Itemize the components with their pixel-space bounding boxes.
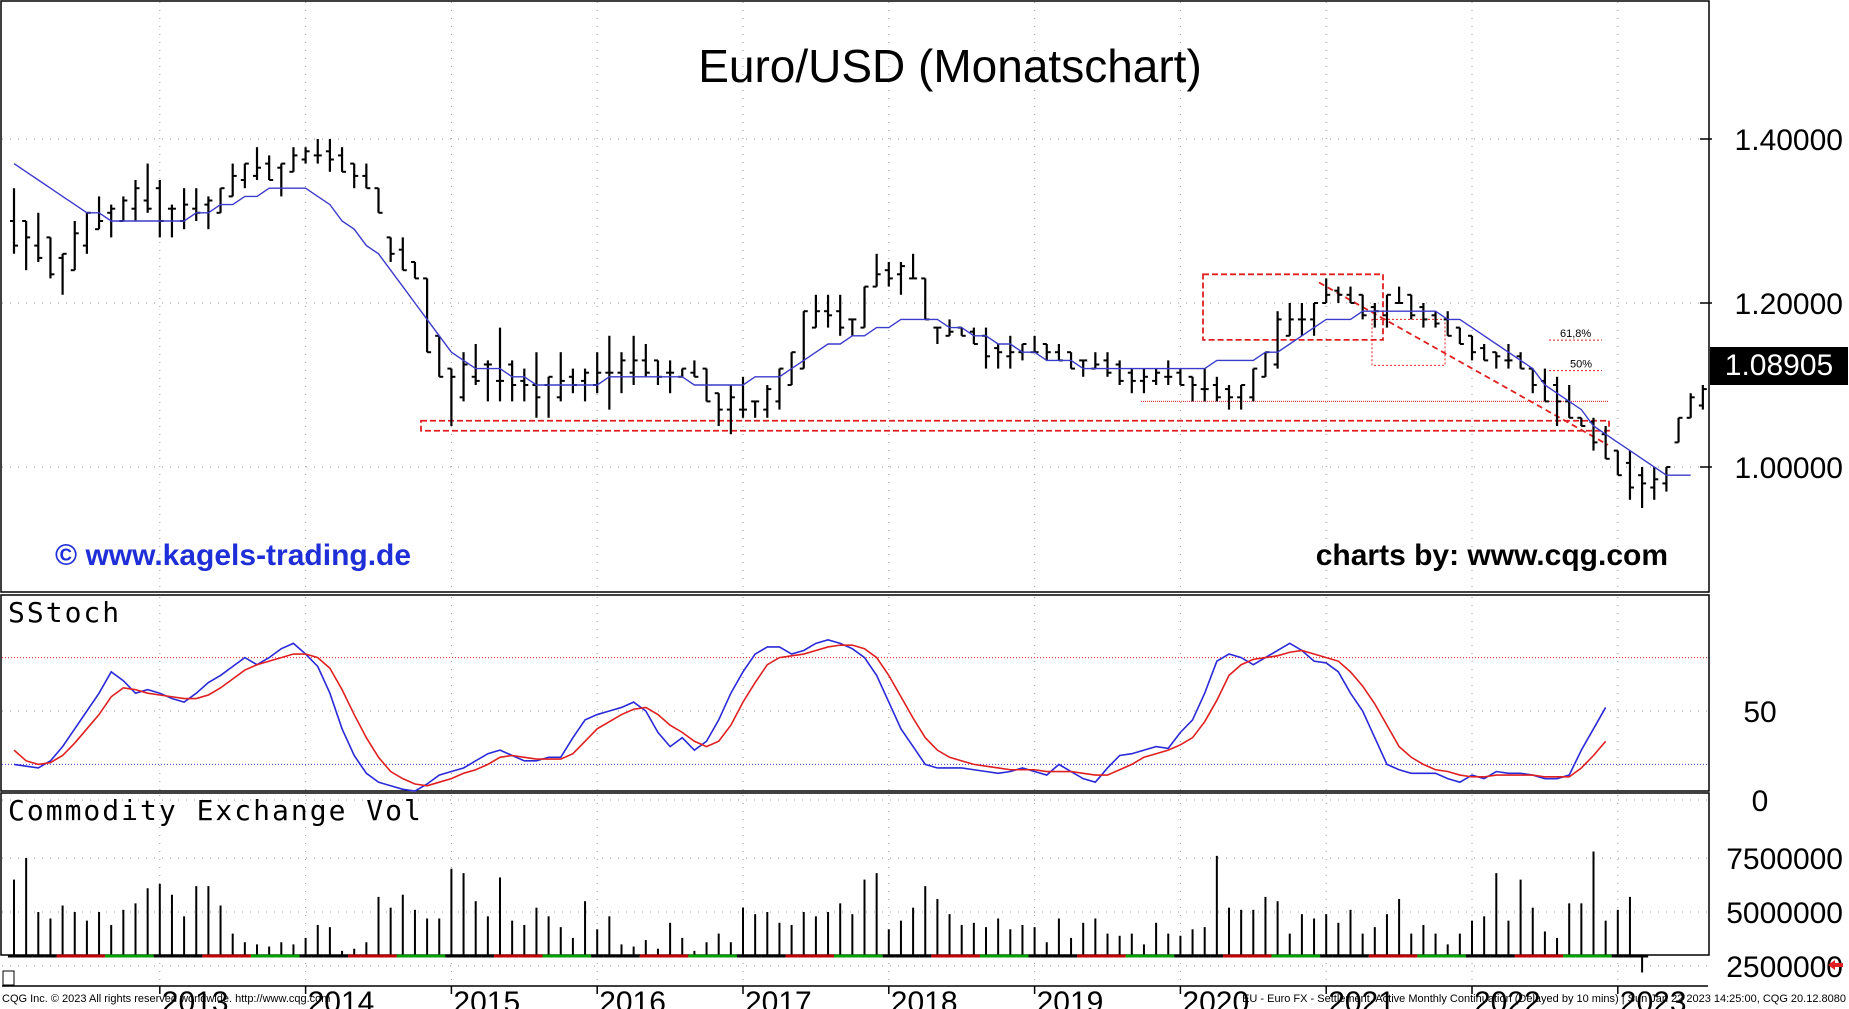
- scroll-left-arrow-icon[interactable]: [1828, 960, 1843, 970]
- last-price-box: [1710, 347, 1848, 385]
- volume-tick-label: 5000000: [1726, 897, 1843, 930]
- stoch-tick-label: 0: [1752, 785, 1769, 818]
- pullback-box: [1371, 318, 1446, 366]
- last-price-label: 1.08905: [1725, 349, 1833, 382]
- annotation-layer: 61,8% 50%: [420, 273, 1610, 446]
- fib-level-label: 61,8%: [1560, 328, 1591, 340]
- price-tick-label: 1.40000: [1735, 124, 1843, 157]
- x-tick-label: 2017: [745, 986, 812, 1009]
- stoch-k-line: [13, 638, 1607, 792]
- chart-title: Euro/USD (Monatschart): [698, 40, 1202, 92]
- price-bars-layer: [10, 139, 1707, 508]
- x-tick-label: 2022: [1474, 986, 1541, 1009]
- top-consolidation-box: [1202, 273, 1384, 341]
- stoch-d-line: [13, 644, 1607, 787]
- fib-level-label: 50%: [1570, 359, 1592, 371]
- stoch-pane-frame: [0, 594, 1710, 792]
- footer-right: EU - Euro FX - Settlement, Active Monthl…: [1242, 993, 1846, 1005]
- moving-average-line: [13, 163, 1691, 476]
- stoch-tick-label: 50: [1743, 696, 1776, 729]
- x-tick-label: 2016: [599, 986, 666, 1009]
- footer-left: CQG Inc. © 2023 All rights reserved worl…: [2, 993, 330, 1005]
- watermark-right: charts by: www.cqg.com: [1316, 539, 1668, 572]
- x-tick-label: 2015: [453, 986, 520, 1009]
- volume-pane-title: Commodity Exchange Vol: [8, 794, 423, 827]
- label-layer: 2013 2014 2015 2016 2017 2018 2019 2020 2021 2022…: [159, 124, 1843, 1009]
- x-tick-label: 2019: [1037, 986, 1104, 1009]
- grid-layer: [2, 2, 1708, 986]
- support-zone-box: [420, 419, 1610, 432]
- x-tick-label: 2020: [1182, 986, 1249, 1009]
- scroll-box-icon[interactable]: [2, 970, 15, 986]
- moving-average-layer: [13, 163, 1691, 476]
- volume-tick-label: 7500000: [1726, 843, 1843, 876]
- x-tick-label: 2014: [308, 986, 375, 1009]
- price-tick-label: 1.00000: [1735, 452, 1843, 485]
- downtrend-line: [1318, 281, 1609, 446]
- watermark-left: © www.kagels-trading.de: [55, 539, 411, 572]
- price-tick-label: 1.20000: [1735, 288, 1843, 321]
- x-tick-label: 2021: [1328, 986, 1395, 1009]
- volume-bars-layer: [2, 851, 1708, 987]
- x-tick-label: 2013: [162, 986, 229, 1009]
- stoch-pane-title: SStoch: [8, 596, 121, 629]
- x-tick-label: 2023: [1620, 986, 1687, 1009]
- x-tick-label: 2018: [891, 986, 958, 1009]
- volume-tick-label: 2500000: [1726, 951, 1843, 984]
- price-pane-frame: [0, 0, 1710, 593]
- stochastic-layer: [2, 638, 1708, 792]
